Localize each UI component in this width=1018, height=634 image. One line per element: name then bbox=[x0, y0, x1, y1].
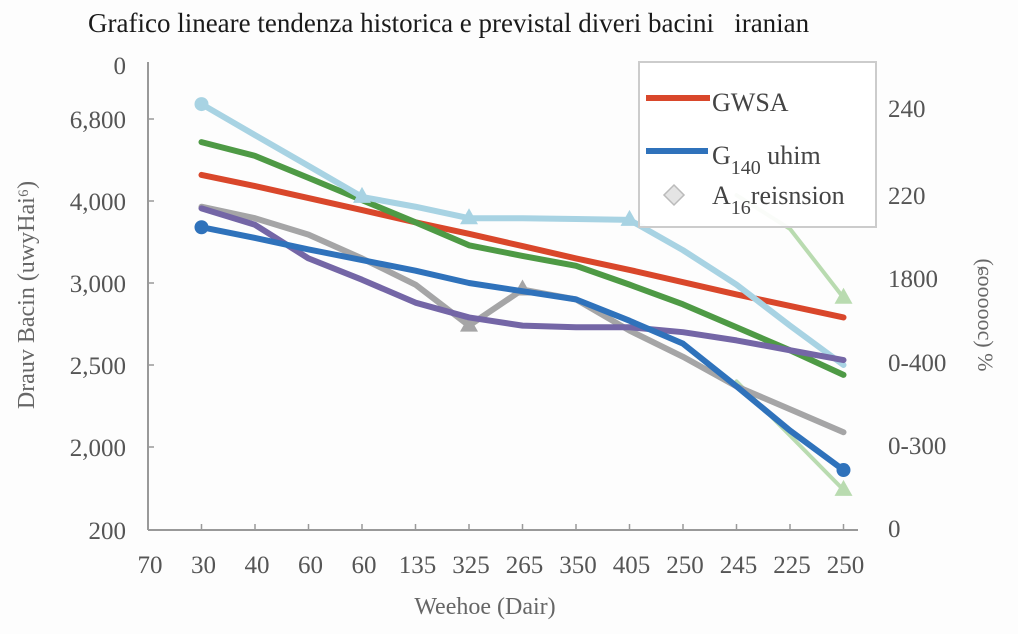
x-tick-label: 135 bbox=[399, 552, 437, 579]
x-tick-label: 405 bbox=[613, 552, 651, 579]
y-tick-label-left: 4,000 bbox=[70, 189, 126, 216]
y-tick-label-left: 6,800 bbox=[70, 107, 126, 134]
y-tick-label-right: 0-400 bbox=[888, 350, 946, 377]
x-tick-label: 70 bbox=[138, 552, 163, 579]
y-tick-label-right: 240 bbox=[888, 96, 926, 123]
x-tick-label: 40 bbox=[245, 552, 270, 579]
x-tick-label: 225 bbox=[773, 552, 811, 579]
y-tick-label-left: 2,000 bbox=[70, 435, 126, 462]
x-tick-label: 60 bbox=[298, 552, 323, 579]
y-tick-label-left: 200 bbox=[89, 518, 127, 545]
marker-circle bbox=[195, 97, 209, 111]
y-tick-label-right: 0-300 bbox=[888, 433, 946, 460]
y-tick-label-right: 1800 bbox=[888, 266, 938, 293]
chart-title: Grafico lineare tendenza historica e pre… bbox=[88, 8, 810, 38]
x-tick-label: 350 bbox=[559, 552, 597, 579]
marker-circle bbox=[837, 463, 851, 477]
x-tick-label: 250 bbox=[666, 552, 704, 579]
series-line bbox=[202, 227, 844, 470]
y-tick-label-left: 3,000 bbox=[70, 271, 126, 298]
y-tick-label-right: 220 bbox=[888, 183, 926, 210]
x-tick-label: 30 bbox=[191, 552, 216, 579]
y-tick-label-left: 2,500 bbox=[70, 353, 126, 380]
x-tick-label: 325 bbox=[452, 552, 490, 579]
x-axis-label: Weehoe (Dair) bbox=[414, 594, 555, 620]
y-tick-label-left: 0 bbox=[114, 53, 127, 80]
y-axis-label-left: Drauv Bacin (uwyHai⁶) bbox=[14, 181, 40, 409]
marker-circle bbox=[195, 220, 209, 234]
y-axis-label-right: (ɕoooooc) % bbox=[973, 258, 998, 371]
x-tick-label: 245 bbox=[720, 552, 758, 579]
legend: GWSA G140 uhim A16reisnsion bbox=[639, 62, 876, 227]
x-tick-label: 250 bbox=[827, 552, 865, 579]
y-tick-label-right: 0 bbox=[888, 516, 901, 543]
x-tick-label: 265 bbox=[506, 552, 544, 579]
legend-label-gwsa: GWSA bbox=[712, 88, 789, 117]
x-tick-label: 60 bbox=[352, 552, 377, 579]
